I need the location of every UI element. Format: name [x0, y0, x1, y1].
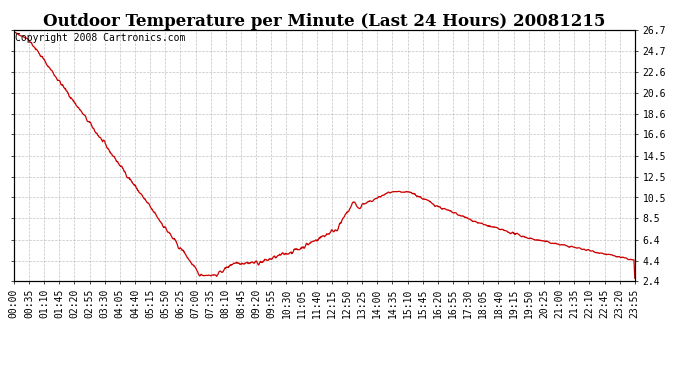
Title: Outdoor Temperature per Minute (Last 24 Hours) 20081215: Outdoor Temperature per Minute (Last 24 … — [43, 13, 606, 30]
Text: Copyright 2008 Cartronics.com: Copyright 2008 Cartronics.com — [15, 33, 186, 42]
